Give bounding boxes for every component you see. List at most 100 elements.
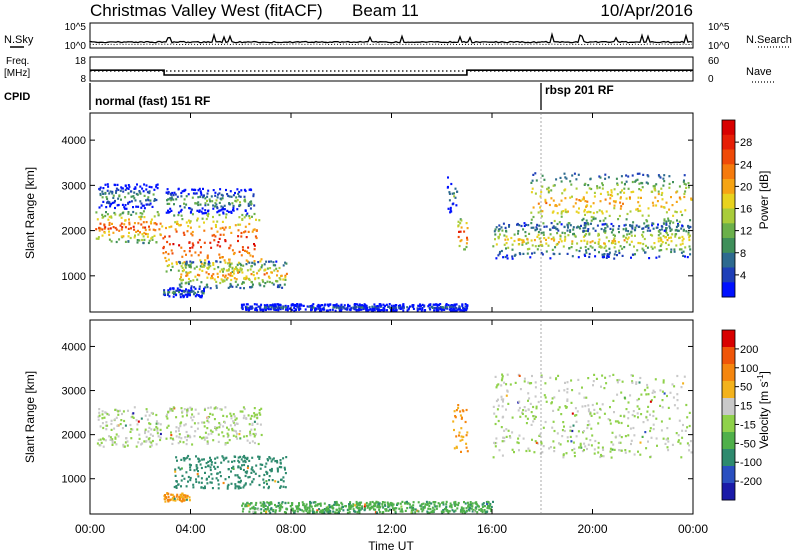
power-cell [217, 241, 220, 244]
velocity-cell [164, 496, 167, 499]
velocity-cell [530, 411, 533, 414]
velocity-cell [226, 426, 228, 429]
velocity-cell [631, 380, 634, 383]
power-cell [133, 197, 136, 200]
power-cell [138, 215, 141, 219]
power-cell [276, 285, 279, 289]
velocity-cell [600, 454, 603, 458]
power-cell [197, 196, 200, 199]
power-cell [682, 254, 685, 257]
velocity-cell [577, 430, 580, 433]
power-cell [218, 192, 221, 195]
velocity-cell [646, 419, 649, 422]
power-cell [640, 189, 642, 192]
power-cell [104, 226, 107, 229]
power-cell [310, 307, 313, 310]
power-cell [143, 194, 146, 197]
velocity-cell [320, 509, 323, 512]
power-cell [501, 229, 504, 232]
power-cell [185, 260, 188, 263]
velocity-cell [616, 420, 619, 423]
velocity-cell [194, 408, 197, 411]
power-cell [606, 191, 609, 194]
velocity-cell [505, 408, 507, 411]
velocity-cell [213, 407, 216, 410]
power-cell [635, 224, 638, 227]
power-cell [227, 286, 230, 289]
velocity-cell [363, 505, 366, 508]
velocity-cell [602, 455, 605, 458]
power-cell [166, 264, 169, 268]
velocity-cell [149, 433, 152, 436]
power-cell [573, 232, 575, 235]
velocity-cell [190, 464, 192, 467]
velocity-cell [573, 451, 576, 454]
power-cell [133, 187, 136, 190]
power-cell [615, 177, 618, 180]
velocity-cell [500, 426, 503, 429]
power-cell [199, 190, 202, 193]
velocity-cell [284, 472, 287, 475]
velocity-cell [460, 435, 463, 438]
velocity-cell [528, 397, 531, 400]
power-cell [212, 207, 215, 210]
power-cell [375, 307, 378, 310]
power-cell [168, 243, 171, 246]
power-y-axis-label: Slant Range [km] [23, 167, 37, 259]
power-cell [547, 236, 550, 239]
power-cell [254, 278, 257, 281]
power-cell [651, 247, 654, 250]
power-cell [242, 264, 245, 267]
power-colorbar-swatch-5 [722, 193, 735, 209]
power-cell [279, 283, 282, 287]
power-cell [431, 306, 434, 309]
velocity-cell [180, 437, 183, 440]
power-cell [148, 239, 151, 242]
power-cell [192, 192, 195, 195]
power-cell [550, 238, 553, 241]
velocity-cell [609, 406, 611, 409]
power-cell [555, 178, 558, 181]
power-cell [230, 211, 233, 214]
power-cell [530, 222, 533, 225]
velocity-cell [266, 472, 269, 475]
velocity-cell [329, 509, 332, 512]
velocity-cell [406, 507, 409, 510]
velocity-cell [188, 463, 191, 466]
power-cell [108, 221, 111, 225]
velocity-cell [166, 426, 169, 429]
velocity-cell [542, 445, 545, 448]
velocity-cell [332, 510, 335, 513]
power-cell [598, 186, 601, 189]
velocity-cell [394, 510, 397, 513]
power-cell [586, 211, 589, 214]
velocity-cell [669, 391, 672, 394]
velocity-cell [254, 511, 257, 514]
power-cell [275, 306, 278, 309]
velocity-cell [488, 507, 491, 510]
velocity-cell [186, 408, 189, 411]
power-cell [685, 186, 688, 189]
velocity-cell [527, 447, 530, 450]
velocity-cell [193, 435, 196, 438]
power-cell [194, 291, 197, 295]
velocity-cell [155, 422, 158, 425]
power-cell [250, 280, 253, 284]
power-cell [172, 194, 175, 197]
power-cell [186, 294, 189, 297]
power-cell [168, 235, 171, 238]
velocity-cell [618, 449, 621, 452]
velocity-cell [500, 398, 503, 401]
velocity-cell [420, 505, 423, 508]
power-cell [641, 186, 644, 189]
power-cell [214, 194, 217, 197]
power-cell [183, 198, 186, 201]
power-cell [215, 280, 218, 283]
power-cell [236, 268, 239, 271]
velocity-cell [293, 511, 296, 514]
power-cell [522, 240, 525, 243]
velocity-cell [327, 508, 330, 511]
velocity-cell [666, 446, 669, 449]
power-cell [200, 262, 203, 265]
velocity-cell [224, 406, 227, 409]
